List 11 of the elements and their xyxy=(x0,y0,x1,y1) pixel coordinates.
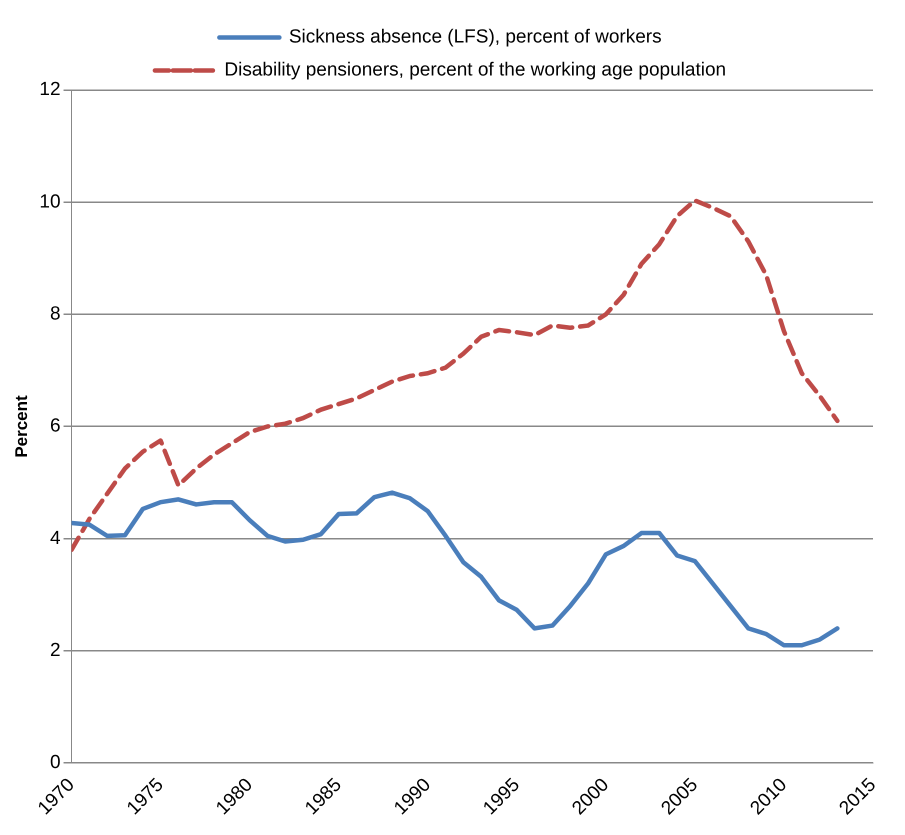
legend-label: Disability pensioners, percent of the working age population xyxy=(224,60,726,81)
y-tick-label: 8 xyxy=(50,304,61,325)
y-tick-label: 12 xyxy=(39,79,61,100)
y-tick-label: 6 xyxy=(50,416,61,437)
legend-label: Sickness absence (LFS), percent of workers xyxy=(288,26,662,48)
y-tick-label: 4 xyxy=(50,528,61,549)
y-tick-label: 2 xyxy=(50,640,61,662)
y-tick-label: 0 xyxy=(50,752,61,774)
line-series xyxy=(72,198,840,552)
y-axis-title: Percent xyxy=(12,394,31,458)
y-tick-label: 10 xyxy=(39,191,61,212)
